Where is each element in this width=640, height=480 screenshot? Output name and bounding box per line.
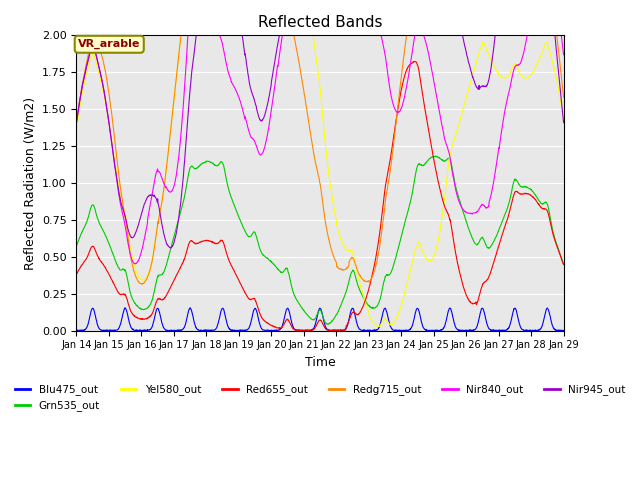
Redg715_out (560, 94, 568, 100)
Yel580_out (100, 94, 108, 100)
Grn535_out (100, 230, 108, 236)
Blu475_out (100, 327, 108, 333)
Grn535_out (405, 204, 413, 209)
Blu475_out (72, 327, 80, 333)
Line: Red655_out: Red655_out (76, 61, 564, 331)
Blu475_out (406, 327, 413, 333)
Nir945_out (166, 245, 174, 251)
Redg715_out (72, 120, 80, 125)
Nir840_out (131, 261, 139, 267)
Title: Reflected Bands: Reflected Bands (258, 15, 382, 30)
Line: Grn535_out: Grn535_out (76, 156, 564, 324)
Nir840_out (560, 52, 568, 58)
Grn535_out (72, 243, 80, 249)
Nir945_out (72, 120, 80, 126)
Redg715_out (177, 35, 184, 41)
Blu475_out (177, 327, 184, 333)
Red655_out (405, 62, 413, 68)
Grn535_out (274, 266, 282, 272)
Grn535_out (271, 263, 279, 269)
Grn535_out (560, 262, 568, 267)
Red655_out (410, 59, 418, 64)
Nir945_out (560, 120, 568, 126)
Nir945_out (100, 90, 108, 96)
Grn535_out (177, 209, 184, 215)
Red655_out (100, 263, 108, 269)
Nir840_out (406, 67, 413, 72)
Grn535_out (323, 322, 331, 327)
Y-axis label: Reflected Radiation (W/m2): Reflected Radiation (W/m2) (24, 96, 36, 270)
Red655_out (255, 308, 262, 313)
Nir945_out (274, 41, 282, 47)
Nir840_out (177, 135, 184, 141)
Legend: Blu475_out, Grn535_out, Yel580_out, Red655_out, Redg715_out, Nir840_out, Nir945_: Blu475_out, Grn535_out, Yel580_out, Red6… (11, 380, 629, 416)
Nir840_out (72, 120, 80, 126)
Line: Nir945_out: Nir945_out (76, 0, 564, 248)
Nir945_out (177, 200, 184, 206)
Yel580_out (406, 271, 413, 276)
Grn535_out (255, 242, 262, 248)
Nir840_out (100, 90, 108, 96)
Red655_out (560, 262, 568, 267)
Redg715_out (100, 63, 108, 69)
Yel580_out (374, 324, 382, 330)
Nir840_out (274, 63, 282, 69)
Yel580_out (560, 118, 568, 124)
Redg715_out (405, 13, 413, 19)
Nir840_out (255, 150, 263, 156)
Blu475_out (255, 320, 263, 325)
Line: Nir840_out: Nir840_out (76, 0, 564, 264)
Line: Redg715_out: Redg715_out (76, 0, 564, 284)
Nir945_out (255, 115, 263, 120)
Blu475_out (205, 328, 213, 334)
Blu475_out (275, 327, 282, 333)
Redg715_out (138, 281, 146, 287)
Yel580_out (177, 37, 184, 43)
Red655_out (72, 271, 80, 277)
Grn535_out (431, 153, 439, 159)
Yel580_out (72, 125, 80, 131)
Line: Blu475_out: Blu475_out (76, 308, 564, 331)
Line: Yel580_out: Yel580_out (76, 0, 564, 327)
Red655_out (328, 328, 336, 334)
Text: VR_arable: VR_arable (78, 39, 140, 49)
Nir945_out (271, 54, 279, 60)
Red655_out (271, 324, 279, 330)
Blu475_out (121, 305, 129, 311)
Blu475_out (272, 328, 280, 334)
Redg715_out (255, 2, 263, 8)
Nir840_out (271, 79, 279, 84)
Blu475_out (560, 328, 568, 334)
X-axis label: Time: Time (305, 356, 335, 369)
Red655_out (177, 265, 184, 271)
Red655_out (274, 325, 282, 331)
